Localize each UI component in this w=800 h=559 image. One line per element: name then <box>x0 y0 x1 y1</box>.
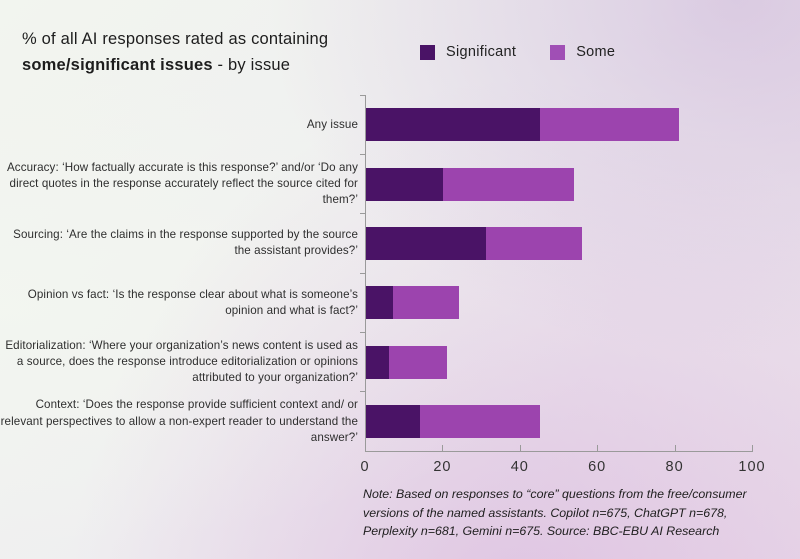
stacked-bar <box>366 108 752 142</box>
stacked-bar <box>366 405 752 439</box>
category-label: Opinion vs fact: ‘Is the response clear … <box>27 287 358 317</box>
x-axis-tick-label: 60 <box>588 459 607 476</box>
legend-item-some: Some <box>550 44 615 60</box>
bar-row: Opinion vs fact: ‘Is the response clear … <box>0 272 760 333</box>
bar-segment-some <box>443 167 575 201</box>
bar-track <box>360 213 752 274</box>
x-axis-tick-label: 80 <box>665 459 684 476</box>
bar-segment-some <box>389 345 448 379</box>
x-axis-tick <box>752 445 753 453</box>
stacked-bar <box>366 167 752 201</box>
chart-title-line2: some/significant issues - by issue <box>22 53 328 79</box>
legend: Significant Some <box>420 44 615 60</box>
bar-segment-significant <box>366 405 421 439</box>
x-axis-tick <box>597 445 599 453</box>
category-label: Sourcing: ‘Are the claims in the respons… <box>13 228 358 258</box>
x-axis-tick <box>674 445 676 453</box>
bar-row: Editorialization: ‘Where your organizati… <box>0 332 760 392</box>
bar-segment-significant <box>366 345 390 379</box>
category-label: Editorialization: ‘Where your organizati… <box>5 338 358 385</box>
x-axis-tick-label: 0 <box>360 459 370 476</box>
x-axis-tick <box>365 445 366 453</box>
bar-track <box>360 391 752 452</box>
stacked-bar <box>366 345 752 379</box>
x-axis-tick <box>442 445 444 453</box>
bar-row: Any issue <box>0 94 760 155</box>
chart-title: % of all AI responses rated as containin… <box>22 27 328 78</box>
x-axis-tick-label: 40 <box>510 459 529 476</box>
category-label: Context: ‘Does the response provide suff… <box>0 398 358 444</box>
bar-segment-significant <box>366 226 486 260</box>
legend-item-significant: Significant <box>420 44 516 60</box>
legend-label-significant: Significant <box>446 44 517 60</box>
x-axis-tick-label: 20 <box>433 459 452 476</box>
bar-segment-significant <box>366 108 540 142</box>
bar-track <box>360 272 752 333</box>
bar-row: Accuracy: ‘How factually accurate is thi… <box>0 153 760 214</box>
x-axis-tick <box>519 445 521 453</box>
bar-rows: Any issue Accuracy: ‘How factually accura… <box>0 94 760 452</box>
bar-segment-significant <box>366 286 394 320</box>
x-axis-tick-label: 100 <box>738 459 766 476</box>
chart-title-bold: some/significant issues <box>22 55 213 74</box>
bar-segment-some <box>393 286 459 320</box>
x-axis: 0 20 40 60 80 100 <box>360 445 765 481</box>
category-label: Accuracy: ‘How factually accurate is thi… <box>6 160 358 207</box>
bar-row: Context: ‘Does the response provide suff… <box>0 391 760 452</box>
bar-row: Sourcing: ‘Are the claims in the respons… <box>0 213 760 274</box>
bar-track <box>360 332 752 392</box>
chart-title-line1: % of all AI responses rated as containin… <box>22 30 329 48</box>
category-label: Any issue <box>306 117 358 131</box>
bar-segment-some <box>420 405 540 439</box>
stacked-bar <box>366 226 752 260</box>
source-note: Note: Based on responses to “core” quest… <box>363 487 747 539</box>
legend-swatch-some-icon <box>550 44 566 60</box>
legend-swatch-significant-icon <box>420 44 435 60</box>
legend-label-some: Some <box>576 44 616 60</box>
bar-segment-significant <box>366 167 444 201</box>
bar-segment-some <box>539 108 679 142</box>
bar-track <box>360 94 752 155</box>
chart-title-rest: - by issue <box>212 55 291 74</box>
stacked-bar <box>366 286 752 320</box>
bar-track <box>360 153 752 214</box>
bar-segment-some <box>485 226 583 260</box>
